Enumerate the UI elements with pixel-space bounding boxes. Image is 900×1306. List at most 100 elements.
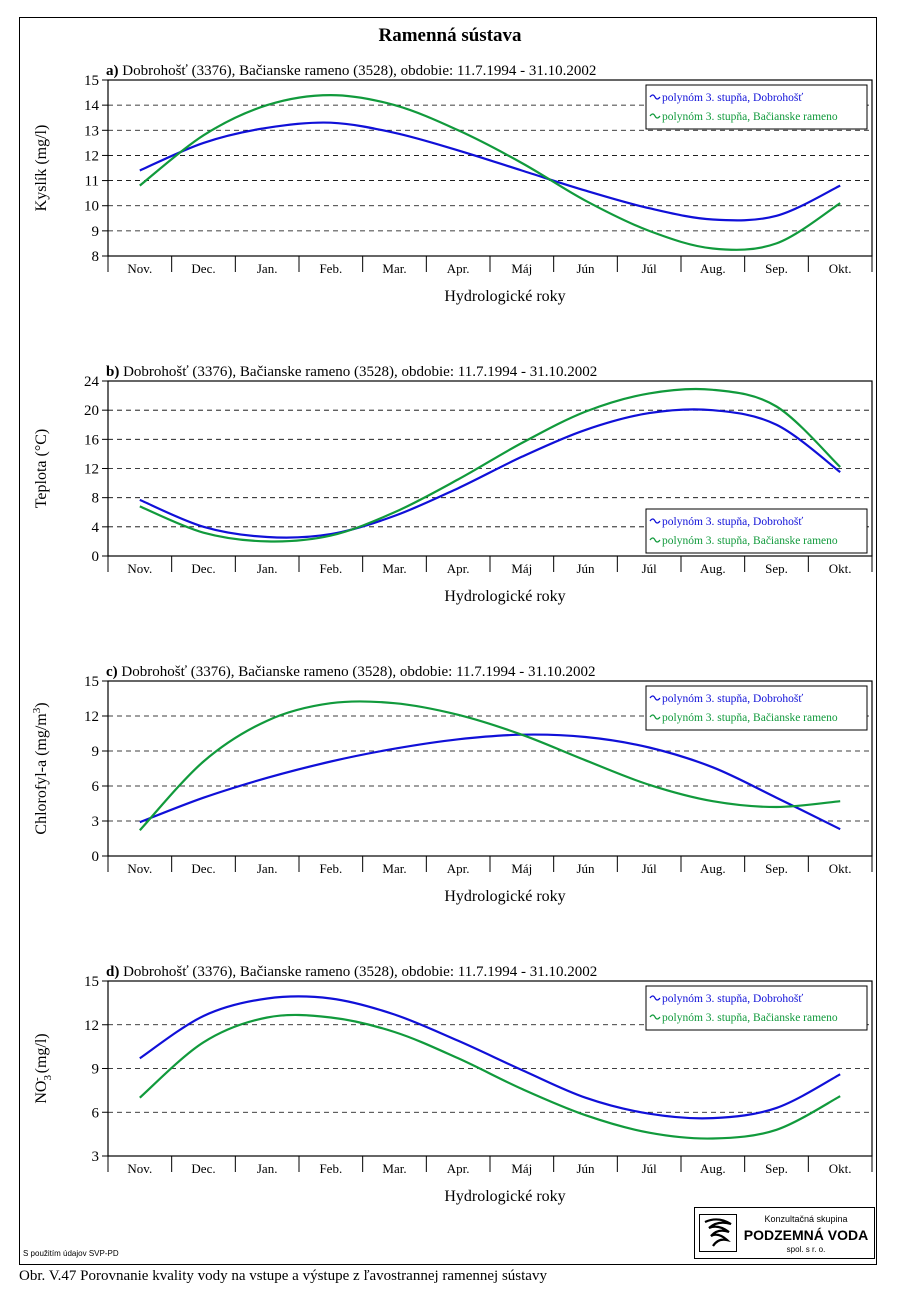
company-logo: Konzultačná skupina PODZEMNÁ VODA spol. … (694, 1207, 875, 1259)
legend-entry: polynóm 3. stupňa, Bačianske rameno (662, 535, 838, 547)
x-tick-label: Júl (642, 1161, 658, 1176)
x-tick-label: Apr. (447, 861, 470, 876)
x-tick-label: Sep. (765, 861, 788, 876)
x-tick-label: Dec. (191, 1161, 215, 1176)
y-tick-label: 10 (84, 199, 99, 215)
x-tick-label: Máj (511, 861, 532, 876)
series-line-bacianske-rameno (138, 700, 841, 832)
x-tick-label: Júl (642, 561, 658, 576)
y-tick-label: 20 (84, 403, 99, 419)
y-tick-label: 15 (84, 73, 99, 89)
series-line-dobrohost (139, 121, 841, 222)
legend-entry: polynóm 3. stupňa, Bačianske rameno (662, 1012, 838, 1024)
legend-swatch-icon (649, 94, 661, 100)
chart-panel-a: a) Dobrohošť (3376), Bačianske rameno (3… (33, 63, 873, 305)
legend: polynóm 3. stupňa, Dobrohošť polynóm 3. s… (645, 508, 868, 554)
legend-entry: polynóm 3. stupňa, Dobrohošť (662, 516, 803, 528)
x-tick-label: Nov. (127, 261, 152, 276)
figure-caption: Obr. V.47 Porovnanie kvality vody na vst… (19, 1268, 547, 1284)
x-tick-label: Jan. (257, 861, 278, 876)
legend-box (645, 685, 868, 731)
panel-title-text: Dobrohošť (3376), Bačianske rameno (3528… (119, 964, 597, 980)
legend-swatch-icon (649, 714, 661, 720)
x-tick-label: Feb. (319, 261, 342, 276)
x-tick-label: Feb. (319, 1161, 342, 1176)
y-axis-label-text: NO (33, 1081, 50, 1104)
x-tick-label: Dec. (191, 861, 215, 876)
series-line-bacianske-rameno (139, 1013, 841, 1140)
x-tick-label: Dec. (191, 261, 215, 276)
panel-label: b) (106, 364, 119, 380)
x-tick-label: Okt. (829, 261, 852, 276)
panel-title: b) Dobrohošť (3376), Bačianske rameno (3… (106, 364, 597, 380)
panel-title: a) Dobrohošť (3376), Bačianske rameno (3… (106, 63, 596, 79)
y-tick-label: 3 (92, 814, 100, 830)
x-tick-label: Feb. (319, 561, 342, 576)
legend-swatch-icon (649, 695, 661, 701)
legend-entry: polynóm 3. stupňa, Dobrohošť (662, 92, 803, 104)
y-axis-label: NO3- (mg/l) (31, 1033, 54, 1103)
chart-panel-b: b) Dobrohošť (3376), Bačianske rameno (3… (33, 364, 873, 605)
x-tick-label: Jan. (257, 561, 278, 576)
y-tick-label: 9 (92, 224, 100, 240)
x-tick-label: Jan. (257, 1161, 278, 1176)
y-tick-label: 3 (92, 1149, 100, 1165)
x-tick-label: Júl (642, 261, 658, 276)
y-tick-label: 24 (84, 374, 100, 390)
y-tick-label: 13 (84, 123, 99, 139)
legend-entry: polynóm 3. stupňa, Dobrohošť (662, 693, 803, 705)
panel-title-text: Dobrohošť (3376), Bačianske rameno (3528… (119, 63, 597, 79)
x-tick-label: Sep. (765, 561, 788, 576)
x-tick-label: Máj (511, 261, 532, 276)
x-tick-label: Okt. (829, 861, 852, 876)
y-tick-label: 8 (92, 491, 100, 507)
legend-box (645, 508, 868, 554)
legend-box (645, 84, 868, 130)
y-axis-label: Kyslík (mg/l) (33, 125, 50, 212)
series-line-bacianske-rameno (139, 387, 841, 543)
x-tick-label: Dec. (191, 561, 215, 576)
logo-line-2: PODZEMNÁ VODA (743, 1227, 869, 1243)
y-tick-label: 12 (84, 462, 99, 478)
y-axis-label: Chlorofyl-a (mg/m3) (31, 702, 50, 834)
x-axis-label: Hydrologické roky (444, 588, 565, 605)
x-tick-label: Mar. (382, 561, 406, 576)
x-tick-label: Aug. (700, 1161, 726, 1176)
y-axis-label-unit: ) (33, 702, 50, 707)
figure-frame (19, 17, 877, 1265)
legend-swatch-icon (649, 1014, 661, 1020)
x-axis-label: Hydrologické roky (444, 288, 565, 305)
x-tick-label: Apr. (447, 261, 470, 276)
legend: polynóm 3. stupňa, Dobrohošť polynóm 3. s… (645, 84, 868, 130)
series-line-dobrohost (139, 408, 841, 539)
panel-title: d) Dobrohošť (3376), Bačianske rameno (3… (106, 964, 597, 980)
legend-swatch-icon (649, 113, 661, 119)
y-tick-label: 15 (84, 674, 99, 690)
x-tick-label: Júl (642, 861, 658, 876)
x-tick-label: Sep. (765, 261, 788, 276)
legend: polynóm 3. stupňa, Dobrohošť polynóm 3. s… (645, 685, 868, 731)
x-tick-label: Máj (511, 561, 532, 576)
x-tick-label: Okt. (829, 561, 852, 576)
panel-label: c) (106, 664, 118, 680)
panel-title-text: Dobrohošť (3376), Bačianske rameno (3528… (119, 364, 597, 380)
legend-entry: polynóm 3. stupňa, Bačianske rameno (662, 712, 838, 724)
y-tick-label: 12 (84, 1018, 99, 1034)
x-tick-label: Nov. (127, 561, 152, 576)
x-tick-label: Jún (576, 1161, 595, 1176)
y-axis-label: Teplota (°C) (33, 429, 50, 508)
y-tick-label: 15 (84, 974, 99, 990)
legend-box (645, 985, 868, 1031)
panel-title-text: Dobrohošť (3376), Bačianske rameno (3528… (118, 664, 596, 680)
y-axis-label-text: Chlorofyl-a (mg/m (33, 713, 50, 835)
panel-label: a) (106, 63, 119, 79)
legend-swatch-icon (649, 518, 661, 524)
logo-line-1: Konzultačná skupina (764, 1214, 848, 1224)
y-tick-label: 9 (92, 744, 100, 760)
x-tick-label: Okt. (829, 1161, 852, 1176)
x-tick-label: Mar. (382, 1161, 406, 1176)
x-tick-label: Aug. (700, 561, 726, 576)
legend: polynóm 3. stupňa, Dobrohošť polynóm 3. s… (645, 985, 868, 1031)
x-axis-label: Hydrologické roky (444, 1188, 565, 1205)
